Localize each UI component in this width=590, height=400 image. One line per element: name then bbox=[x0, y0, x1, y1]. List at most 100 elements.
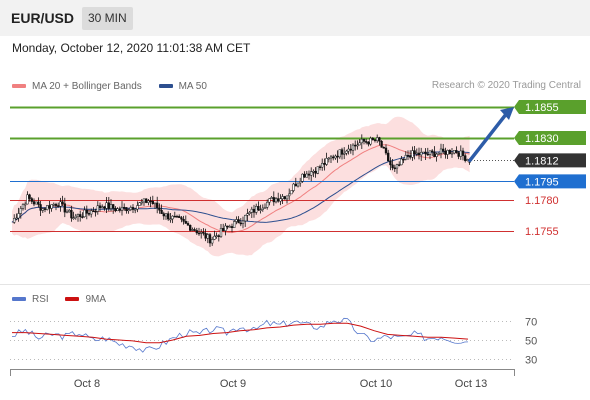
candle bbox=[103, 205, 106, 211]
level-tag-label: 1.1812 bbox=[525, 155, 559, 167]
candle-body bbox=[351, 144, 355, 151]
candle-body bbox=[169, 218, 172, 221]
candle bbox=[332, 154, 335, 161]
price-legend: MA 20 + Bollinger Bands MA 50 bbox=[12, 80, 221, 92]
candle-body bbox=[444, 150, 447, 155]
level-tag-bg bbox=[514, 174, 586, 189]
candle bbox=[428, 150, 432, 160]
candle bbox=[43, 207, 47, 213]
candle-body bbox=[402, 158, 405, 161]
candle bbox=[96, 201, 99, 215]
candle-body bbox=[420, 152, 423, 156]
candle bbox=[340, 147, 344, 160]
candle-body bbox=[336, 155, 339, 158]
candle-body bbox=[142, 198, 146, 203]
candle bbox=[228, 224, 231, 228]
candle bbox=[406, 150, 410, 161]
candle-body bbox=[164, 213, 168, 217]
candle-body bbox=[37, 201, 40, 205]
timeframe-badge[interactable]: 30 MIN bbox=[82, 7, 133, 30]
candle-body bbox=[105, 202, 108, 209]
candle bbox=[398, 161, 401, 167]
candle-body bbox=[246, 213, 249, 216]
candle bbox=[118, 206, 121, 213]
candle bbox=[189, 224, 192, 232]
candle bbox=[318, 164, 322, 171]
candle bbox=[145, 198, 148, 204]
candle bbox=[281, 194, 284, 204]
candle-body bbox=[211, 239, 214, 244]
candle bbox=[123, 203, 126, 211]
candle-body bbox=[178, 216, 181, 218]
candle-body bbox=[268, 198, 271, 203]
candle bbox=[327, 156, 330, 163]
report-datetime: Monday, October 12, 2020 11:01:38 AM CET bbox=[12, 41, 251, 55]
bollinger-swatch bbox=[12, 84, 26, 88]
candle-body bbox=[285, 195, 289, 200]
candle-body bbox=[464, 155, 467, 161]
candle bbox=[420, 147, 423, 161]
candle bbox=[235, 216, 238, 225]
candle bbox=[457, 150, 460, 160]
candle-body bbox=[406, 154, 410, 157]
candle bbox=[175, 214, 179, 218]
candle-body bbox=[213, 235, 216, 240]
level-tag-label: 1.1855 bbox=[525, 102, 559, 114]
candle bbox=[68, 208, 71, 213]
candle-body bbox=[195, 230, 198, 234]
candle bbox=[303, 171, 306, 178]
candle bbox=[19, 205, 22, 219]
ma9-label: 9MA bbox=[85, 293, 107, 305]
bollinger-label: MA 20 + Bollinger Bands bbox=[32, 80, 142, 92]
candle bbox=[171, 215, 174, 224]
candle bbox=[266, 199, 269, 210]
candle-body bbox=[257, 206, 260, 211]
candle bbox=[169, 213, 172, 223]
candle bbox=[46, 205, 49, 211]
candle bbox=[193, 227, 196, 232]
candle-body bbox=[50, 204, 53, 209]
candle-body bbox=[239, 222, 242, 225]
candle-body bbox=[252, 208, 256, 213]
candle-body bbox=[15, 217, 18, 220]
candle-body bbox=[450, 152, 454, 155]
candle bbox=[13, 214, 16, 224]
candle bbox=[138, 202, 141, 206]
candle-body bbox=[305, 173, 308, 178]
candle-body bbox=[389, 160, 392, 166]
candle bbox=[204, 228, 207, 242]
candle-body bbox=[362, 138, 366, 142]
candle bbox=[354, 140, 357, 151]
candle bbox=[292, 182, 295, 193]
candle bbox=[98, 202, 102, 212]
currency-pair-title: EUR/USD bbox=[11, 10, 75, 26]
candle bbox=[433, 146, 436, 158]
candle bbox=[105, 197, 108, 214]
candle bbox=[120, 201, 124, 216]
candle-body bbox=[448, 149, 451, 154]
candle-body bbox=[41, 208, 44, 211]
candle bbox=[384, 144, 388, 156]
candle bbox=[195, 227, 198, 235]
candle-body bbox=[81, 216, 84, 218]
candle bbox=[50, 204, 53, 212]
level-tag-1-1795: 1.1795 bbox=[514, 174, 586, 189]
candle bbox=[81, 212, 84, 219]
candle bbox=[57, 202, 60, 208]
candle bbox=[325, 152, 328, 166]
candle-body bbox=[72, 217, 75, 220]
candle-body bbox=[173, 215, 176, 218]
candle-body bbox=[219, 228, 223, 237]
candle bbox=[329, 155, 333, 164]
rsi-tick-30: 30 bbox=[525, 355, 537, 367]
x-tick-oct-13: Oct 13 bbox=[455, 378, 487, 390]
candle bbox=[241, 216, 245, 229]
candle bbox=[147, 198, 150, 206]
candle-body bbox=[138, 202, 141, 206]
candle bbox=[237, 216, 240, 224]
candle-body bbox=[76, 214, 80, 217]
candle-body bbox=[446, 149, 449, 155]
candle bbox=[72, 211, 75, 220]
candle bbox=[274, 197, 278, 204]
candle-body bbox=[90, 210, 93, 215]
